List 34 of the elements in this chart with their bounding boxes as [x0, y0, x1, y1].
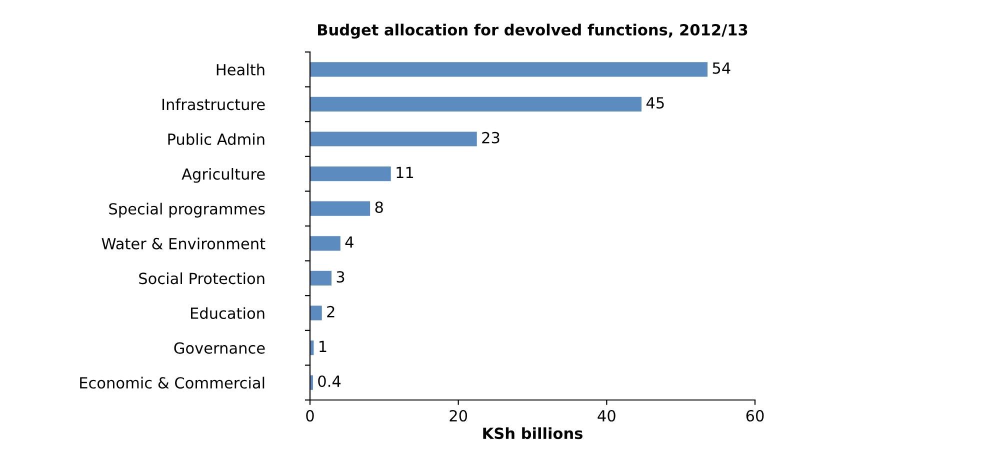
bar [310, 96, 642, 112]
x-tick-label: 20 [450, 410, 468, 422]
y-tick-label: Agriculture [182, 168, 265, 183]
x-axis-title: KSh billions [483, 427, 582, 440]
y-tick-label: Infrastructure [162, 98, 265, 110]
bar [310, 166, 391, 182]
data-label: 54 [712, 62, 730, 74]
data-label: 3 [336, 271, 344, 283]
y-tick-label: Economic & Commercial [80, 376, 264, 389]
y-tick-label: Social Protection [139, 272, 264, 284]
bar [310, 132, 477, 146]
y-tick-label: Education [190, 307, 264, 320]
x-tick-label: 0 [306, 410, 314, 422]
bar [310, 62, 708, 77]
data-label: 23 [482, 132, 500, 144]
data-label: 4 [345, 236, 354, 248]
data-label: 2 [327, 306, 334, 318]
data-label: 0.4 [318, 375, 341, 388]
x-tick-label: 40 [598, 410, 616, 422]
data-label: 45 [646, 97, 664, 109]
bar [310, 270, 332, 286]
y-tick-label: Public Admin [168, 133, 264, 146]
chart-title: Budget allocation for devolved functions, 2012/13 [318, 24, 748, 39]
y-tick-label: Governance [174, 342, 265, 354]
y-tick-label: Health [216, 64, 264, 76]
y-tick-label: Special programmes [109, 202, 265, 218]
data-label: 1 [320, 340, 326, 352]
data-label: 8 [375, 201, 383, 214]
y-tick-label: Water & Environment [102, 238, 266, 250]
bar [310, 306, 322, 320]
x-tick-label: 60 [746, 410, 764, 422]
data-label: 11 [396, 166, 414, 178]
bar [310, 201, 370, 216]
bar [310, 236, 340, 251]
